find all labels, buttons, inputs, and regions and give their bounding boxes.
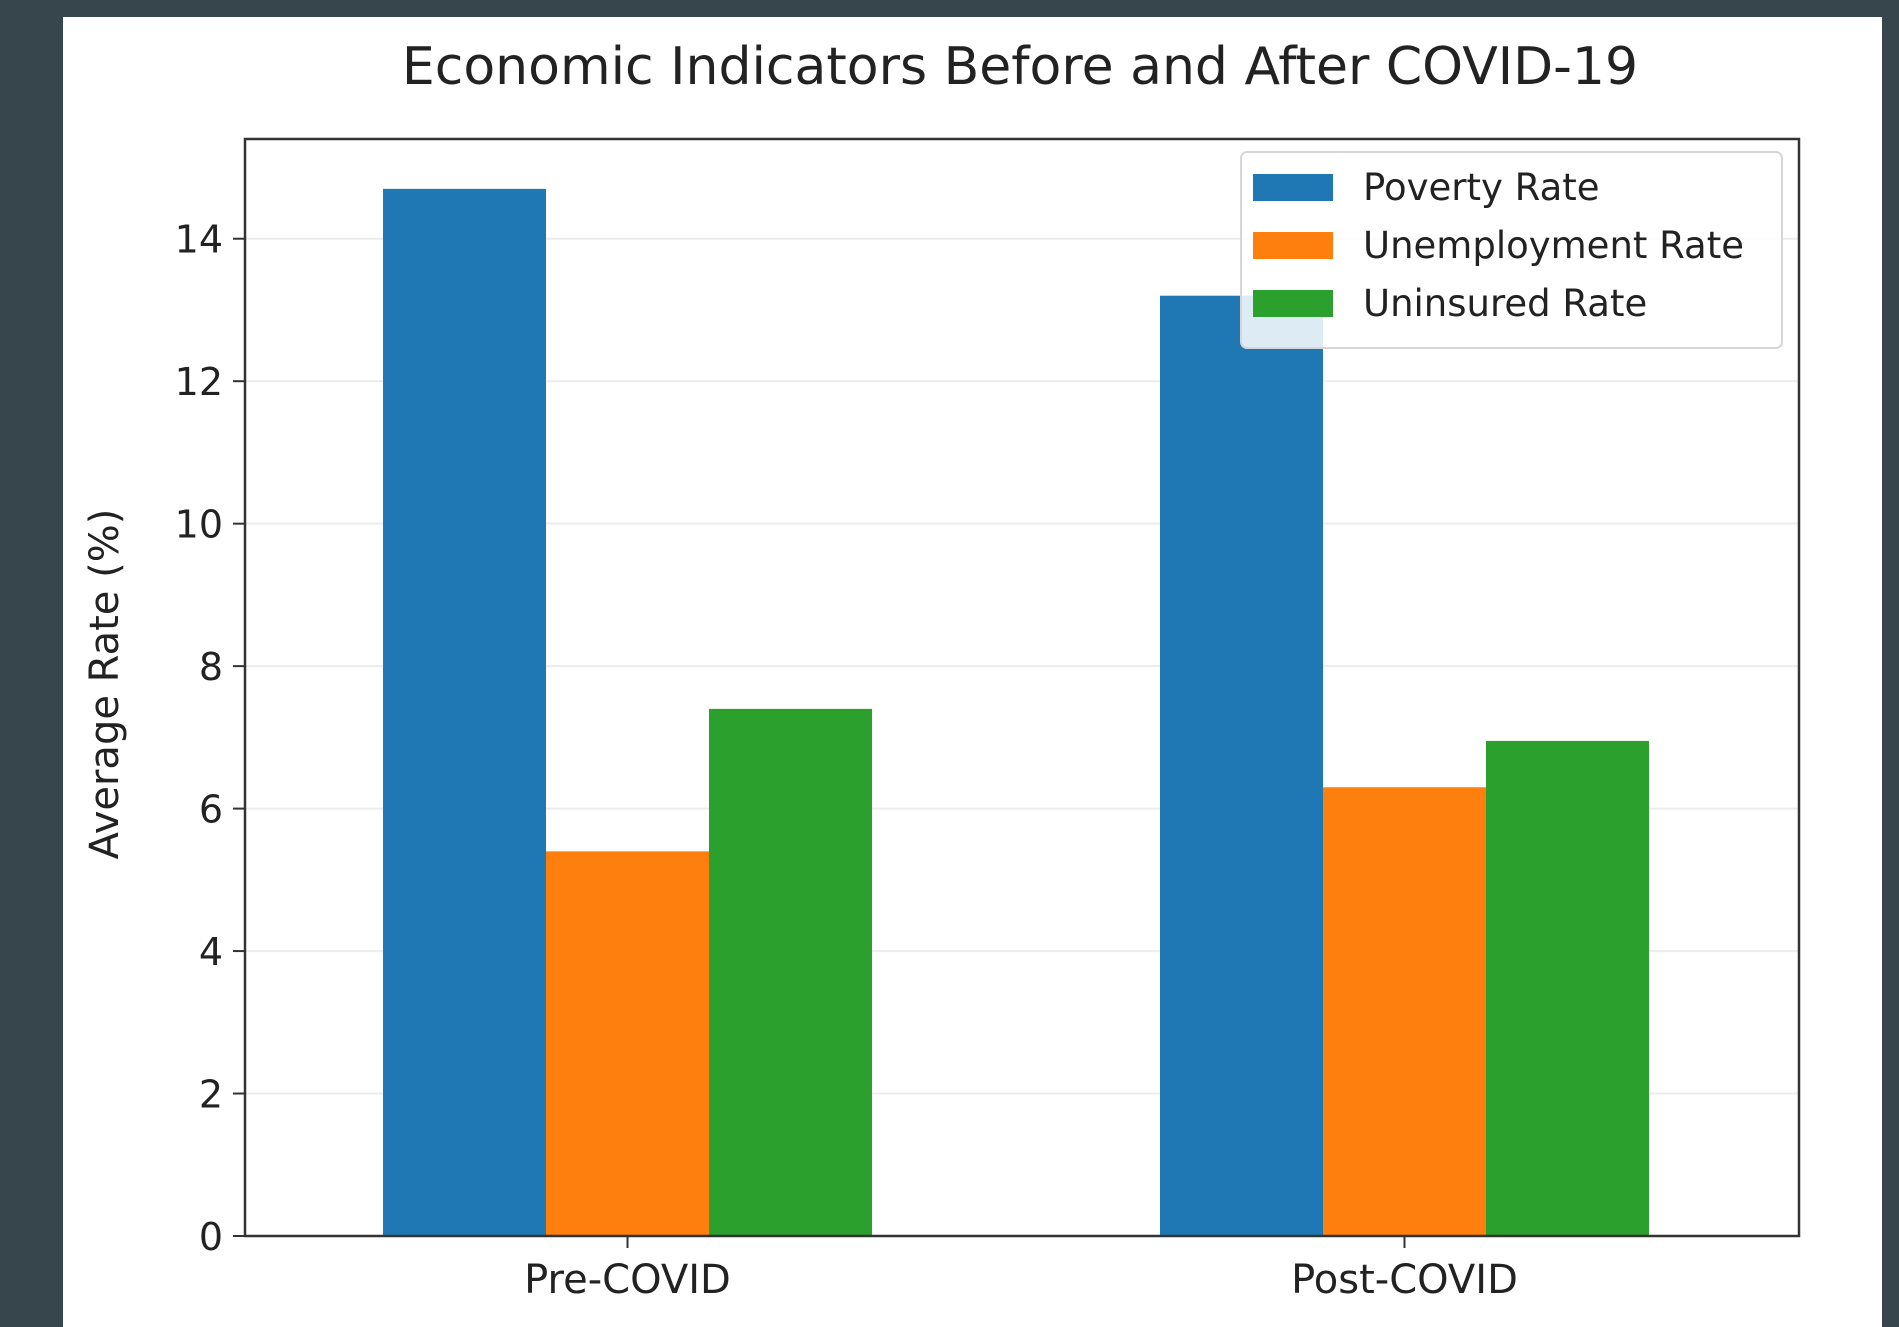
legend-box [1240,151,1783,349]
legend-label: Unemployment Rate [1363,224,1744,267]
y-axis-ticks: 0 2 4 6 8 10 12 14 [175,218,245,1259]
y-axis-label: Average Rate (%) [82,509,128,860]
legend: Poverty Rate Unemployment Rate Uninsured R… [1240,151,1783,349]
y-tick-label: 14 [175,218,223,262]
bar-unemployment-rate-post-covid [1323,787,1486,1236]
bar-chart: Economic Indicators Before and After COV… [82,37,1801,1303]
y-tick-label: 12 [175,360,223,404]
legend-label: Uninsured Rate [1363,282,1647,325]
y-tick-label: 6 [199,788,223,832]
bar-unemployment-rate-pre-covid [546,851,709,1236]
x-axis-ticks: Pre-COVID Post-COVID [524,1236,1518,1303]
x-tick-label: Post-COVID [1291,1257,1518,1303]
bar-poverty-rate-pre-covid [383,188,546,1236]
y-tick-label: 4 [199,930,223,974]
bar-uninsured-rate-post-covid [1486,740,1649,1236]
chart-title: Economic Indicators Before and After COV… [402,37,1638,97]
legend-swatch [1253,232,1333,259]
legend-swatch [1253,174,1333,201]
y-tick-label: 2 [199,1073,223,1117]
y-tick-label: 10 [175,503,223,547]
bar-poverty-rate-post-covid [1160,295,1323,1236]
plot-frame [243,137,1801,1238]
legend-swatch [1253,290,1333,317]
x-tick-label: Pre-COVID [524,1257,731,1303]
bar-uninsured-rate-pre-covid [709,708,872,1236]
y-tick-label: 0 [199,1215,223,1259]
chart-panel: Economic Indicators Before and After COV… [63,17,1882,1327]
legend-label: Poverty Rate [1363,166,1600,209]
bars [383,188,1649,1236]
y-tick-label: 8 [199,645,223,689]
